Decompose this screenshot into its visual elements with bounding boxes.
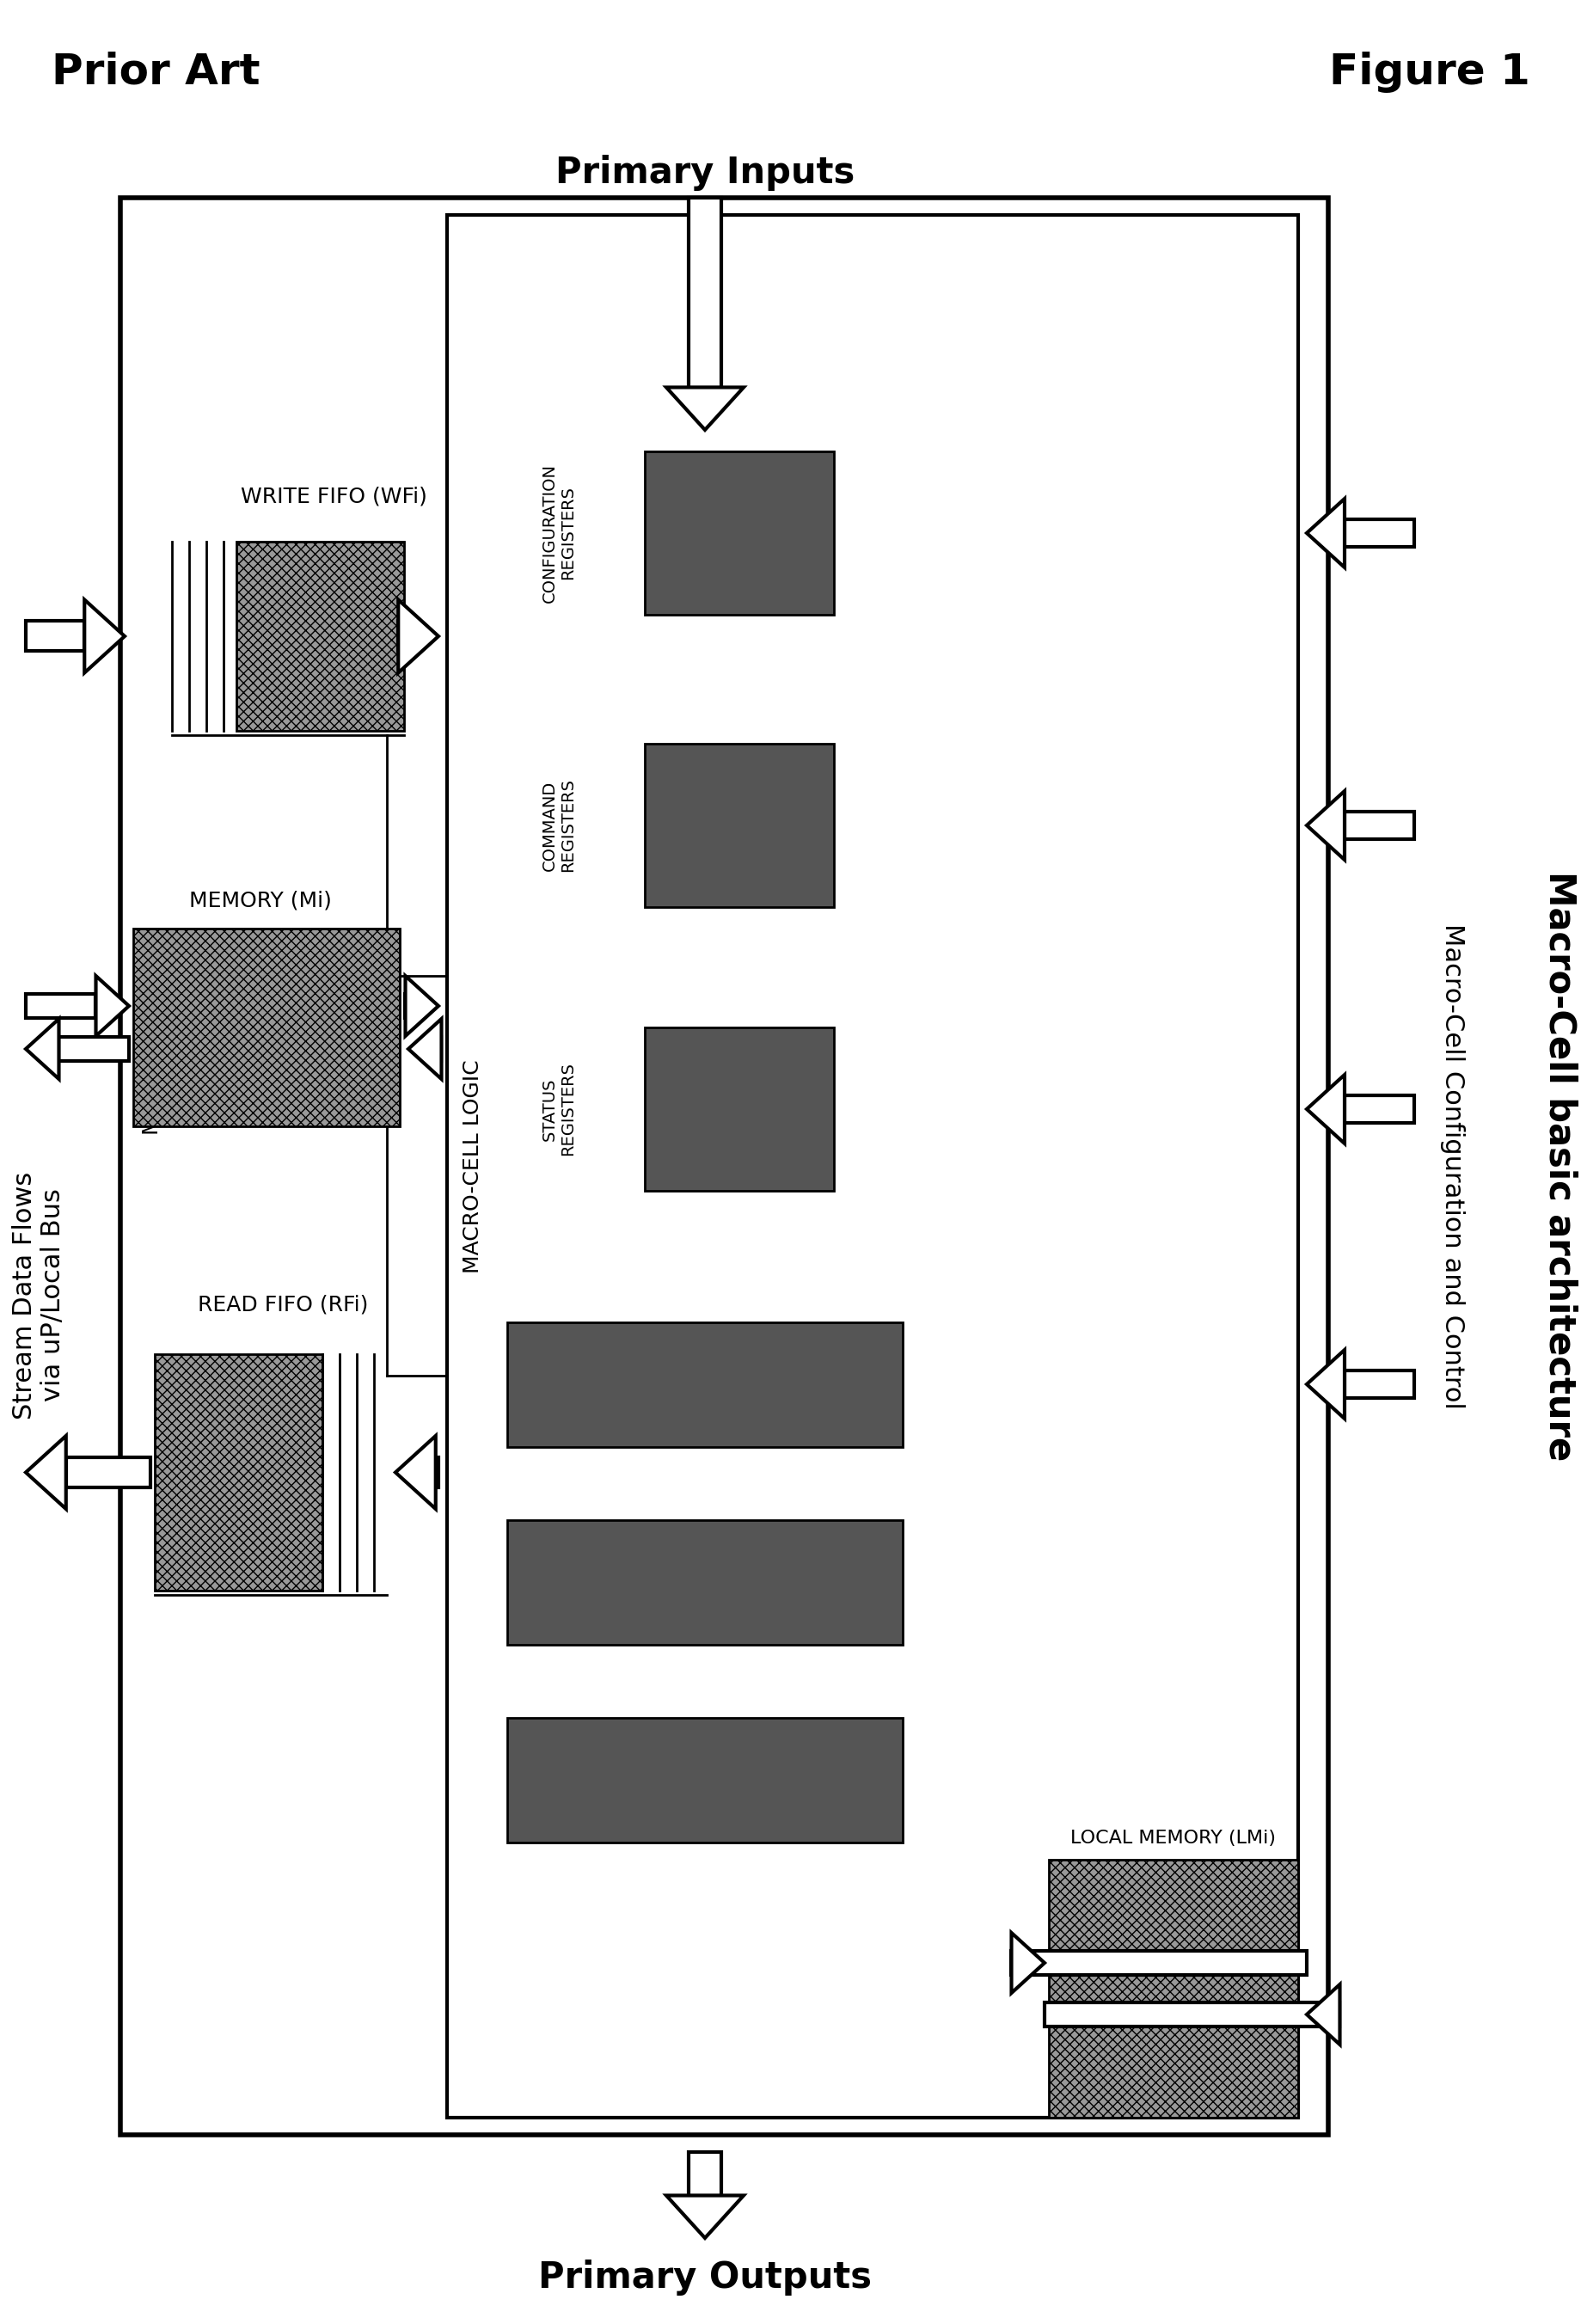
Bar <box>133 930 400 1127</box>
Bar <box>508 1520 903 1645</box>
Text: MACRO-CELL: MACRO-CELL <box>141 992 161 1134</box>
Bar <box>398 621 413 651</box>
Bar <box>1344 811 1413 839</box>
Polygon shape <box>405 976 438 1037</box>
Polygon shape <box>25 1018 58 1078</box>
Text: WRITE FIFO (WFi): WRITE FIFO (WFi) <box>240 486 427 507</box>
Polygon shape <box>1306 1074 1344 1143</box>
Polygon shape <box>1306 790 1344 860</box>
Bar <box>58 1037 130 1062</box>
Polygon shape <box>408 1018 441 1078</box>
Bar <box>447 214 1298 2117</box>
Text: MACRO-CELL LOGIC: MACRO-CELL LOGIC <box>462 1060 482 1274</box>
Text: Prior Art: Prior Art <box>52 51 259 93</box>
Text: MEMORY (Mi): MEMORY (Mi) <box>190 890 332 911</box>
Bar <box>25 995 96 1018</box>
Bar <box>508 1717 903 1843</box>
Polygon shape <box>398 600 438 672</box>
Polygon shape <box>666 388 743 430</box>
Text: Macro-Cell Configuration and Control: Macro-Cell Configuration and Control <box>1440 923 1464 1408</box>
Bar <box>645 451 833 616</box>
Bar <box>688 198 721 388</box>
Text: LOCAL MEMORY (LMi): LOCAL MEMORY (LMi) <box>1070 1829 1276 1848</box>
Bar <box>645 1027 833 1190</box>
Bar <box>438 1037 441 1062</box>
Polygon shape <box>1306 1350 1344 1418</box>
Text: Primary Outputs: Primary Outputs <box>538 2259 871 2296</box>
Bar <box>508 1322 903 1446</box>
Text: READ FIFO (RFi): READ FIFO (RFi) <box>198 1294 368 1315</box>
Bar <box>236 541 403 730</box>
Bar <box>1344 1371 1413 1399</box>
Bar <box>435 1457 438 1487</box>
Bar <box>25 621 84 651</box>
Text: COMMAND
REGISTERS: COMMAND REGISTERS <box>541 779 575 872</box>
Bar <box>1048 1859 1298 2117</box>
Polygon shape <box>395 1436 435 1508</box>
Polygon shape <box>1010 1934 1043 1994</box>
Polygon shape <box>96 976 130 1037</box>
Text: Macro-Cell basic architecture: Macro-Cell basic architecture <box>1541 872 1578 1462</box>
Bar <box>645 744 833 906</box>
Bar <box>155 1355 323 1590</box>
Polygon shape <box>666 2196 743 2238</box>
Bar <box>688 2152 721 2196</box>
Bar <box>1010 1950 1306 1975</box>
Bar <box>1344 518 1413 546</box>
Bar <box>120 198 1328 2136</box>
Text: CONFIGURATION
REGISTERS: CONFIGURATION REGISTERS <box>541 462 575 602</box>
Bar <box>405 995 408 1018</box>
Polygon shape <box>1306 1985 1339 2045</box>
Text: Stream Data Flows
via uP/Local Bus: Stream Data Flows via uP/Local Bus <box>11 1171 65 1420</box>
Polygon shape <box>84 600 125 672</box>
Polygon shape <box>25 1436 66 1508</box>
Text: STATUS
REGISTERS: STATUS REGISTERS <box>541 1062 575 1155</box>
Bar <box>66 1457 150 1487</box>
Polygon shape <box>1306 500 1344 567</box>
Text: Primary Inputs: Primary Inputs <box>555 156 854 191</box>
Bar <box>1043 2003 1339 2027</box>
Text: Figure 1: Figure 1 <box>1328 51 1529 93</box>
Bar <box>1344 1095 1413 1122</box>
